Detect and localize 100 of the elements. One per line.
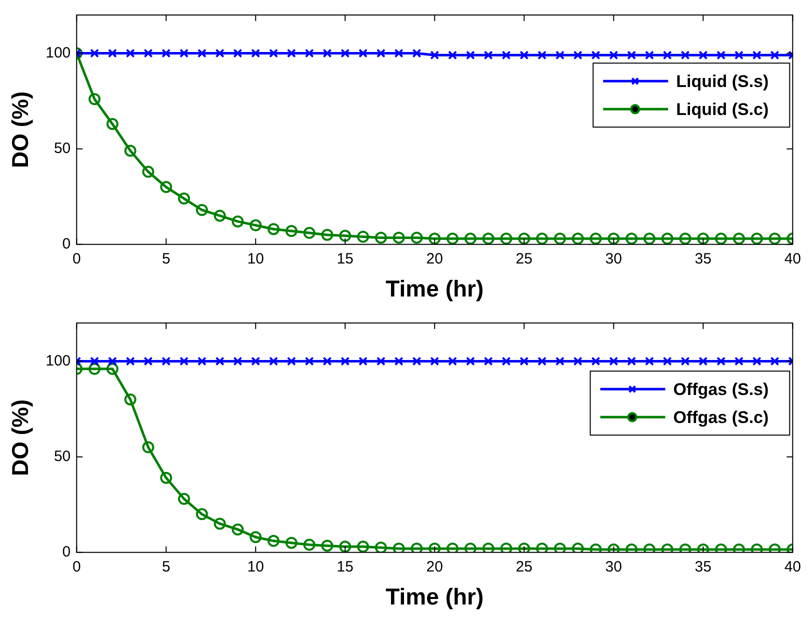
point: [448, 50, 458, 60]
point: [178, 492, 190, 505]
point: [160, 181, 172, 194]
point: [374, 232, 387, 244]
point: [340, 356, 350, 366]
point: [160, 472, 172, 484]
point: [376, 356, 386, 366]
x-tick-label: 40: [784, 558, 801, 576]
point: [661, 232, 674, 244]
point: [716, 50, 726, 60]
point: [142, 441, 154, 454]
point: [196, 204, 208, 216]
point: [627, 50, 636, 60]
point: [680, 356, 690, 366]
x-tick-label: 35: [694, 558, 712, 576]
point: [591, 356, 600, 366]
point: [520, 50, 529, 60]
point: [446, 232, 459, 244]
point: [554, 232, 566, 244]
point: [644, 50, 654, 60]
point: [214, 518, 226, 530]
point: [322, 356, 332, 366]
point: [430, 356, 440, 366]
point: [662, 356, 672, 366]
point: [339, 230, 352, 242]
point: [162, 356, 171, 366]
x-tick-label: 40: [784, 250, 801, 268]
x-tick-label: 5: [162, 558, 170, 576]
point: [716, 356, 726, 366]
point: [106, 362, 118, 375]
x-tick-label: 35: [694, 250, 712, 268]
point: [609, 50, 618, 60]
point: [679, 232, 692, 244]
point: [90, 356, 100, 366]
point: [482, 542, 494, 552]
point: [644, 356, 654, 366]
point: [464, 542, 476, 552]
point: [197, 356, 206, 366]
point: [412, 356, 422, 366]
y-tick-label: 50: [54, 448, 71, 465]
point: [750, 232, 763, 244]
point: [251, 48, 260, 58]
point: [484, 356, 493, 366]
x-tick-label: 20: [426, 250, 443, 268]
point: [179, 356, 189, 366]
point: [643, 232, 656, 244]
point: [304, 356, 314, 366]
point: [428, 542, 441, 552]
y-tick-label: 0: [62, 544, 71, 561]
x-tick-label: 10: [247, 250, 264, 268]
point: [572, 232, 584, 244]
point: [215, 356, 224, 366]
point: [591, 50, 600, 60]
point: [697, 232, 710, 244]
point: [88, 362, 101, 375]
point: [285, 536, 298, 549]
point: [573, 356, 582, 366]
point: [144, 48, 153, 58]
point: [197, 48, 206, 58]
x-tick-label: 15: [336, 558, 354, 576]
point: [106, 118, 118, 130]
point: [321, 540, 334, 552]
point: [322, 48, 332, 58]
x-tick-label: 25: [516, 558, 532, 576]
point: [752, 356, 762, 366]
x-axis-title: Time (hr): [386, 276, 484, 302]
point: [90, 48, 100, 58]
point: [394, 48, 404, 58]
point: [466, 356, 475, 366]
x-axis-title: Time (hr): [386, 584, 484, 610]
x-tick-label: 5: [162, 250, 170, 268]
point: [215, 48, 224, 58]
point: [374, 542, 387, 552]
point: [680, 50, 690, 60]
y-tick-label: 100: [46, 352, 71, 370]
point: [214, 210, 226, 222]
point: [285, 225, 298, 238]
point: [303, 538, 316, 551]
point: [108, 48, 117, 58]
point: [269, 48, 278, 58]
y-axis-title: DO (%): [7, 91, 34, 168]
point: [392, 542, 405, 552]
point: [392, 232, 405, 244]
point: [430, 50, 440, 60]
point: [734, 50, 744, 60]
x-tick-label: 15: [336, 250, 354, 268]
point: [536, 232, 548, 244]
point: [124, 393, 136, 406]
point: [250, 219, 262, 232]
point: [410, 542, 423, 552]
point: [108, 356, 117, 366]
x-tick-label: 25: [516, 250, 532, 268]
point: [357, 540, 370, 552]
point: [124, 144, 136, 157]
point: [428, 232, 441, 244]
point: [178, 192, 190, 205]
point: [126, 48, 135, 58]
point: [340, 48, 350, 58]
point: [555, 50, 564, 60]
point: [502, 356, 511, 366]
